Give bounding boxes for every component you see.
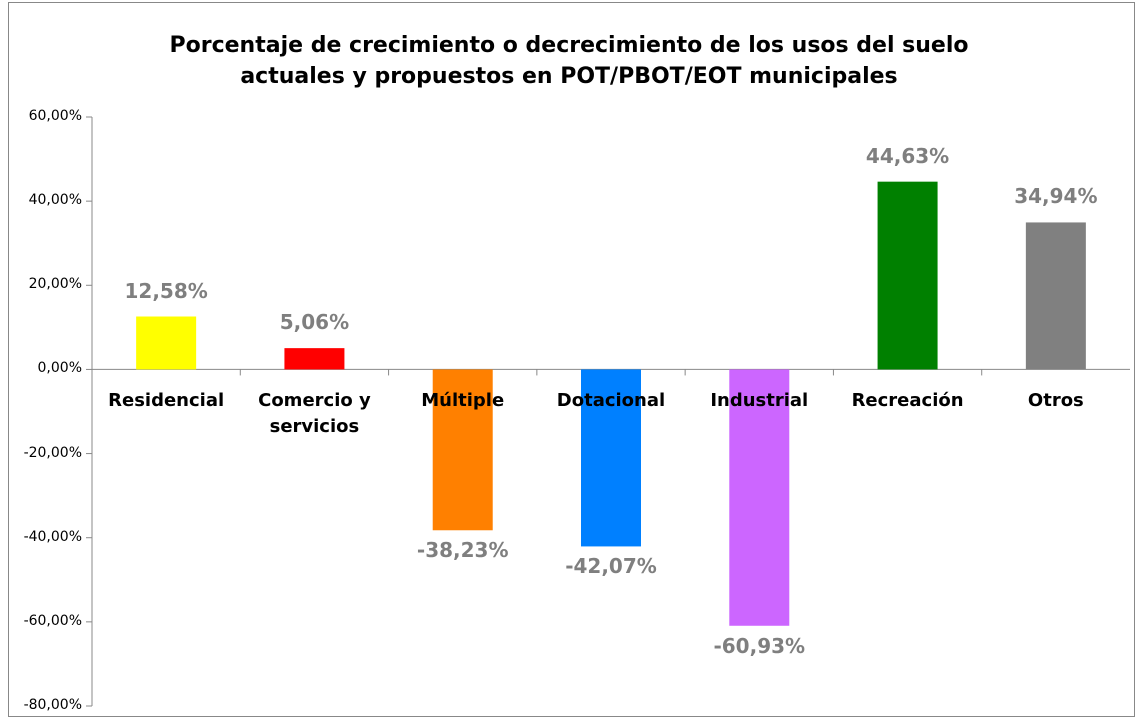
x-tick-label: Residencial [108, 390, 225, 412]
value-label: 44,63% [865, 143, 950, 168]
y-tick-label: -20,00% [23, 444, 82, 461]
chart-title: Porcentaje de crecimiento o decrecimient… [169, 33, 969, 89]
value-label: 5,06% [279, 310, 350, 335]
x-tick-label: Múltiple [421, 390, 505, 412]
value-label: 12,58% [124, 278, 208, 303]
value-label: -42,07% [565, 554, 657, 579]
value-label: -60,93% [713, 633, 806, 658]
bar [136, 316, 197, 370]
y-tick-label: 60,00% [28, 108, 82, 124]
value-label: 34,94% [1014, 184, 1098, 209]
bar [729, 369, 790, 626]
y-tick-label: -40,00% [23, 528, 82, 545]
y-tick-label: 20,00% [28, 276, 82, 293]
bar [1025, 222, 1086, 370]
bar [877, 181, 938, 370]
x-tick-label: Recreación [851, 390, 964, 412]
bar [581, 369, 641, 547]
y-tick-label: 0,00% [37, 360, 82, 377]
bar [432, 369, 493, 531]
x-tick-label: Comercio y servicios [258, 390, 371, 438]
x-tick-label: Otros [1027, 390, 1084, 412]
value-label: -38,23% [416, 538, 509, 563]
x-tick-label: Dotacional [556, 390, 666, 412]
bar [284, 348, 345, 370]
y-tick-label: -80,00% [23, 697, 82, 713]
frame [8, 2, 1135, 717]
y-tick-label: -60,00% [23, 612, 82, 629]
y-tick-label: 40,00% [28, 192, 82, 209]
x-tick-label: Industrial [710, 390, 809, 412]
